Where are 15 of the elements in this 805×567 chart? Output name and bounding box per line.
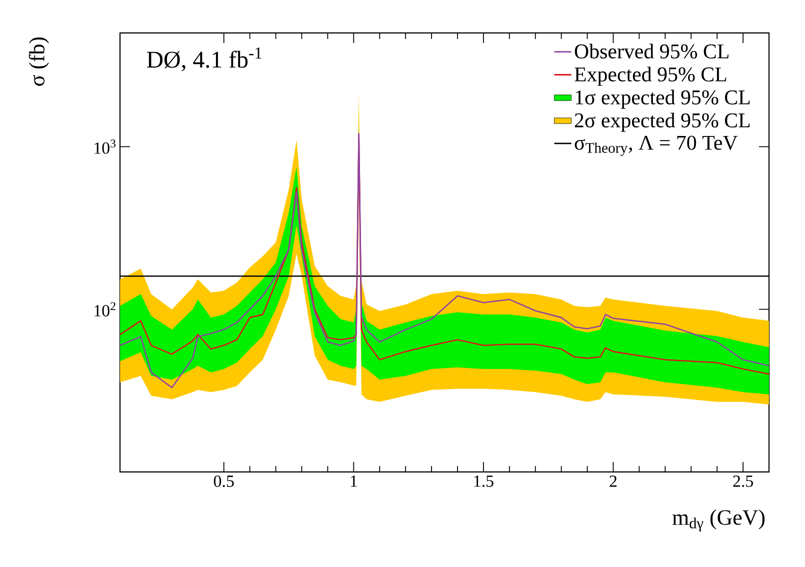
x-tick-label: 1.5 [474,475,494,487]
annotation: DØ, 4.1 fb$^{-1}$ [146,47,262,72]
x-axis-title: m$_{dγ}$ (GeV) [672,510,765,532]
x-tick-label: 2 [610,476,617,487]
legend-label: 1σ expected 95% CL [576,90,750,109]
legend-label: Observed 95% CL [574,44,728,59]
y-tick-label: 10$^{3}$ [94,140,116,154]
y-tick-label: 10$^{2}$ [94,302,116,316]
x-tick-label: 0.5 [214,476,234,487]
x-tick-label: 2.5 [733,476,753,487]
y-axis-title: σ (fb) [28,37,49,86]
legend-label: σ$_{Theory}$, Λ = 70 TeV [574,136,738,156]
legend-label: 2σ expected 95% CL [574,112,750,132]
legend-label: Expected 95% CL [574,66,726,86]
x-tick-label: 1 [350,475,357,487]
